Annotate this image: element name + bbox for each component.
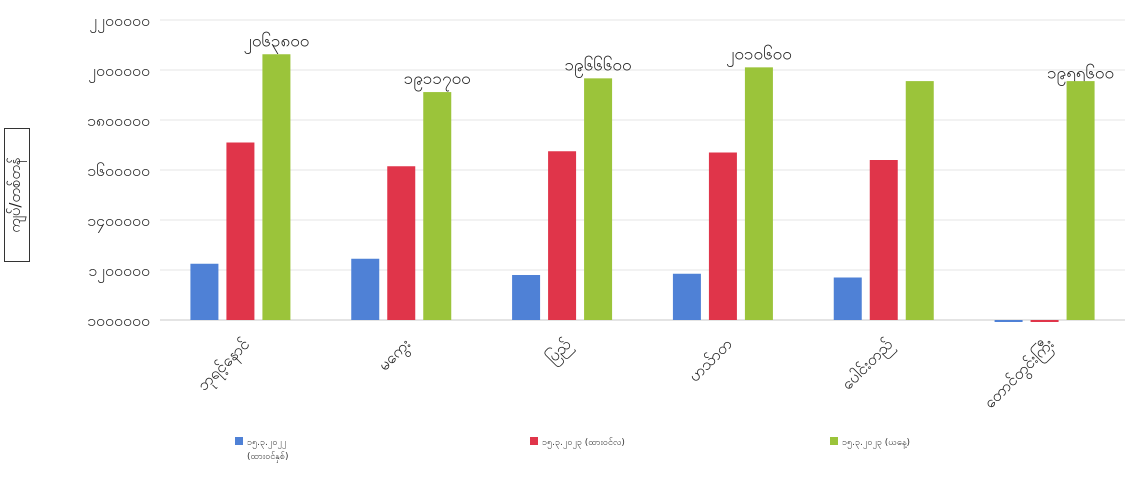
y-axis-label: ကျပ်/တစ်တန် — [6, 157, 25, 233]
bar — [1030, 320, 1059, 322]
y-tick-label: ၁၄၀၀၀၀၀ — [87, 211, 150, 233]
legend-label: ၁၅.၃.၂၀၂၂ — [247, 438, 286, 449]
data-label: ၂၀၁၀၆၀၀ — [726, 43, 792, 67]
bar — [387, 166, 416, 320]
bar — [190, 263, 219, 320]
bar — [744, 67, 773, 320]
y-tick-label: ၁၈၀၀၀၀၀ — [87, 111, 150, 130]
x-tick-label: ပေါင်းတည် — [837, 334, 898, 395]
data-label: ၁၉၁၁၇၀၀ — [404, 69, 471, 92]
legend-label: ၁၅.၃.၂၀၂၃ (ထားဝင်လ) — [542, 437, 625, 449]
legend-swatch — [530, 437, 538, 445]
bar — [708, 152, 737, 320]
x-tick-label: ဟသ်ာတ — [685, 334, 736, 385]
legend-sublabel: (ထားဝင်နှစ်) — [247, 451, 288, 463]
bar — [262, 54, 291, 320]
legend-label: ၁၅.၃.၂၀၂၃ (ယနေ့) — [842, 438, 910, 449]
x-tick-label: ဘုရင့်နောင် — [193, 334, 255, 396]
y-tick-label: ၂၂၀၀၀၀၀ — [89, 11, 150, 33]
data-label: ၂၀၆၃၈၀၀ — [243, 30, 309, 54]
bar — [423, 92, 452, 320]
x-tick-label: ပြည် — [542, 334, 577, 369]
y-axis-label-box: ကျပ်/တစ်တန် — [4, 128, 30, 262]
bar — [869, 160, 898, 320]
bar — [994, 320, 1023, 322]
bar — [512, 275, 541, 320]
legend-swatch — [235, 437, 243, 445]
y-tick-label: ၁၂၀၀၀၀၀ — [88, 261, 150, 283]
legend-swatch — [830, 437, 838, 445]
data-label: ၁၉၆၆၆၀၀ — [565, 54, 632, 78]
y-tick-label: ၂၀၀၀၀၀၀ — [88, 61, 150, 83]
bar — [351, 258, 380, 320]
bar — [672, 273, 701, 320]
x-tick-label: မကွေး — [374, 334, 416, 376]
bar — [226, 142, 255, 320]
bar — [584, 78, 613, 320]
y-tick-label: ၁၆၀၀၀၀၀ — [87, 161, 150, 180]
x-tick-label: တောင်တွင်းကြီး — [980, 334, 1060, 414]
bar — [548, 151, 577, 320]
bar — [833, 277, 862, 320]
y-tick-label: ၁၀၀၀၀၀၀ — [87, 311, 150, 330]
bar — [905, 81, 934, 320]
bar — [1066, 81, 1095, 320]
